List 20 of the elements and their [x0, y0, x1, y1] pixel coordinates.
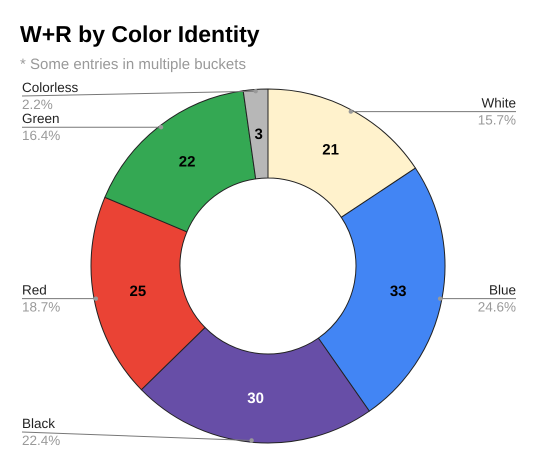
chart-subtitle: * Some entries in multiple buckets [20, 56, 246, 73]
data-label: 25 [129, 282, 146, 300]
data-label: 3 [254, 126, 263, 144]
data-label: 30 [247, 390, 264, 408]
data-label: 33 [390, 282, 407, 300]
slice-label: Green [22, 111, 60, 126]
slice-label: Blue [488, 282, 516, 298]
text: 24.6% [478, 300, 516, 315]
data-label: 21 [322, 141, 339, 158]
data-label: 22 [178, 153, 196, 170]
text: 2.2% [22, 97, 53, 112]
slice-label: Colorless [22, 80, 79, 95]
text: 15.7% [478, 112, 516, 128]
text: 16.4% [22, 128, 60, 144]
slice-label: White [481, 96, 516, 111]
text: 22.4% [22, 433, 60, 448]
slice-label: Red [22, 282, 47, 298]
chart-title: W+R by Color Identity [20, 21, 260, 47]
slice-label: Black [22, 416, 56, 431]
text: 18.7% [22, 300, 60, 315]
